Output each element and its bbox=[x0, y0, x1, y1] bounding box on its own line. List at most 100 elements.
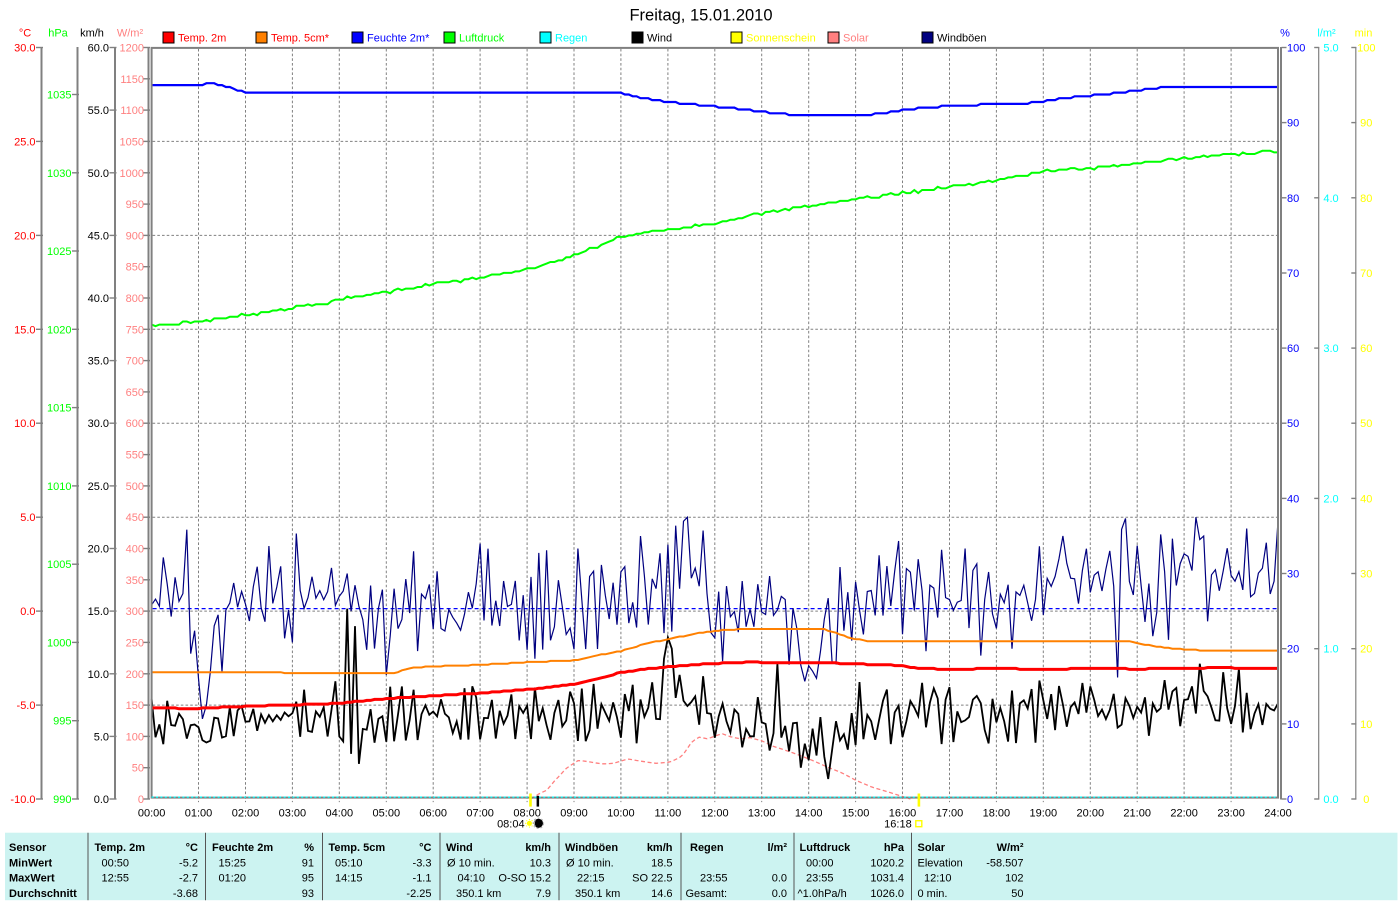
svg-text:04:10: 04:10 bbox=[458, 873, 486, 885]
svg-text:Wind: Wind bbox=[446, 842, 473, 854]
svg-text:16:00: 16:00 bbox=[889, 808, 917, 820]
svg-text:15.0: 15.0 bbox=[14, 324, 35, 336]
svg-text:12:10: 12:10 bbox=[924, 873, 952, 885]
svg-text:990: 990 bbox=[53, 794, 71, 806]
svg-text:90: 90 bbox=[1360, 118, 1372, 130]
svg-text:Sensor: Sensor bbox=[9, 842, 47, 854]
svg-text:30.0: 30.0 bbox=[14, 43, 35, 55]
svg-text:90: 90 bbox=[1287, 118, 1299, 130]
svg-text:11:00: 11:00 bbox=[655, 808, 682, 820]
svg-text:SO 22.5: SO 22.5 bbox=[632, 873, 672, 885]
svg-text:23:00: 23:00 bbox=[1217, 808, 1245, 820]
svg-text:hPa: hPa bbox=[884, 842, 905, 854]
svg-text:1025: 1025 bbox=[47, 246, 71, 258]
svg-text:15:00: 15:00 bbox=[842, 808, 870, 820]
svg-text:08:04: 08:04 bbox=[497, 818, 525, 830]
svg-text:00:00: 00:00 bbox=[806, 857, 834, 869]
svg-text:25.0: 25.0 bbox=[14, 136, 35, 148]
svg-text:22:00: 22:00 bbox=[1170, 808, 1198, 820]
svg-text:1015: 1015 bbox=[47, 403, 71, 415]
svg-text:^1.0hPa/h: ^1.0hPa/h bbox=[798, 888, 847, 900]
svg-text:20: 20 bbox=[1360, 644, 1372, 656]
svg-text:900: 900 bbox=[126, 230, 144, 242]
svg-text:70: 70 bbox=[1287, 268, 1299, 280]
svg-text:Ø 10 min.: Ø 10 min. bbox=[566, 857, 614, 869]
svg-text:15.0: 15.0 bbox=[88, 606, 109, 618]
svg-text:450: 450 bbox=[126, 512, 144, 524]
svg-text:08:00: 08:00 bbox=[513, 808, 541, 820]
svg-text:01:00: 01:00 bbox=[185, 808, 213, 820]
svg-text:03:00: 03:00 bbox=[279, 808, 307, 820]
svg-text:Luftdruck: Luftdruck bbox=[459, 33, 505, 45]
svg-text:50.0: 50.0 bbox=[88, 168, 109, 180]
svg-text:50: 50 bbox=[1360, 418, 1372, 430]
svg-text:Wind: Wind bbox=[647, 33, 672, 45]
svg-text:%: % bbox=[1280, 28, 1290, 40]
svg-text:24:00: 24:00 bbox=[1264, 808, 1292, 820]
svg-text:O-SO 15.2: O-SO 15.2 bbox=[498, 873, 551, 885]
svg-text:1030: 1030 bbox=[47, 168, 71, 180]
svg-text:0.0: 0.0 bbox=[772, 888, 787, 900]
svg-text:1020.2: 1020.2 bbox=[870, 857, 904, 869]
svg-text:05:00: 05:00 bbox=[373, 808, 401, 820]
svg-text:0: 0 bbox=[138, 794, 144, 806]
svg-text:Gesamt:: Gesamt: bbox=[686, 888, 728, 900]
svg-text:70: 70 bbox=[1360, 268, 1372, 280]
svg-text:°C: °C bbox=[186, 842, 198, 854]
svg-text:5.0: 5.0 bbox=[1323, 43, 1338, 55]
svg-text:80: 80 bbox=[1360, 193, 1372, 205]
svg-text:23:55: 23:55 bbox=[806, 873, 834, 885]
svg-text:0: 0 bbox=[1287, 794, 1293, 806]
svg-text:06:00: 06:00 bbox=[419, 808, 447, 820]
svg-text:12:55: 12:55 bbox=[102, 873, 130, 885]
svg-text:%: % bbox=[304, 842, 314, 854]
svg-text:850: 850 bbox=[126, 262, 144, 274]
svg-text:45.0: 45.0 bbox=[88, 230, 109, 242]
svg-text:W/m²: W/m² bbox=[997, 842, 1024, 854]
svg-text:91: 91 bbox=[302, 857, 314, 869]
svg-text:MaxWert: MaxWert bbox=[9, 873, 55, 885]
svg-text:4.0: 4.0 bbox=[1323, 193, 1338, 205]
svg-text:100: 100 bbox=[126, 731, 144, 743]
svg-text:5.0: 5.0 bbox=[94, 731, 109, 743]
svg-text:0.0: 0.0 bbox=[94, 794, 109, 806]
svg-text:0.0: 0.0 bbox=[772, 873, 787, 885]
svg-text:40: 40 bbox=[1360, 493, 1372, 505]
svg-text:Temp. 5cm: Temp. 5cm bbox=[329, 842, 386, 854]
svg-text:7.9: 7.9 bbox=[536, 888, 551, 900]
svg-text:Feuchte 2m*: Feuchte 2m* bbox=[367, 33, 430, 45]
svg-text:0.0: 0.0 bbox=[20, 606, 35, 618]
svg-text:750: 750 bbox=[126, 324, 144, 336]
svg-text:93: 93 bbox=[302, 888, 314, 900]
svg-text:Temp. 2m: Temp. 2m bbox=[95, 842, 146, 854]
svg-text:Elevation: Elevation bbox=[918, 857, 963, 869]
svg-text:0: 0 bbox=[1363, 794, 1369, 806]
svg-text:100: 100 bbox=[1357, 43, 1375, 55]
svg-text:1031.4: 1031.4 bbox=[870, 873, 904, 885]
svg-text:Ø 10 min.: Ø 10 min. bbox=[447, 857, 495, 869]
svg-text:50: 50 bbox=[1287, 418, 1299, 430]
svg-text:hPa: hPa bbox=[48, 28, 68, 40]
svg-text:13:00: 13:00 bbox=[748, 808, 776, 820]
svg-text:30: 30 bbox=[1360, 569, 1372, 581]
svg-text:1000: 1000 bbox=[47, 637, 71, 649]
svg-text:60: 60 bbox=[1360, 343, 1372, 355]
svg-text:700: 700 bbox=[126, 356, 144, 368]
svg-text:Temp. 5cm*: Temp. 5cm* bbox=[271, 33, 330, 45]
svg-text:995: 995 bbox=[53, 716, 71, 728]
svg-text:95: 95 bbox=[302, 873, 314, 885]
svg-text:55.0: 55.0 bbox=[88, 105, 109, 117]
svg-text:650: 650 bbox=[126, 387, 144, 399]
svg-text:600: 600 bbox=[126, 418, 144, 430]
svg-text:22:15: 22:15 bbox=[577, 873, 605, 885]
svg-text:l/m²: l/m² bbox=[767, 842, 787, 854]
svg-text:1100: 1100 bbox=[120, 105, 144, 117]
svg-text:-5.2: -5.2 bbox=[179, 857, 198, 869]
svg-text:250: 250 bbox=[126, 637, 144, 649]
svg-text:°C: °C bbox=[19, 28, 31, 40]
svg-text:02:00: 02:00 bbox=[232, 808, 260, 820]
svg-text:350: 350 bbox=[126, 575, 144, 587]
svg-text:1010: 1010 bbox=[47, 481, 71, 493]
svg-text:1150: 1150 bbox=[120, 74, 144, 86]
svg-text:40.0: 40.0 bbox=[88, 293, 109, 305]
